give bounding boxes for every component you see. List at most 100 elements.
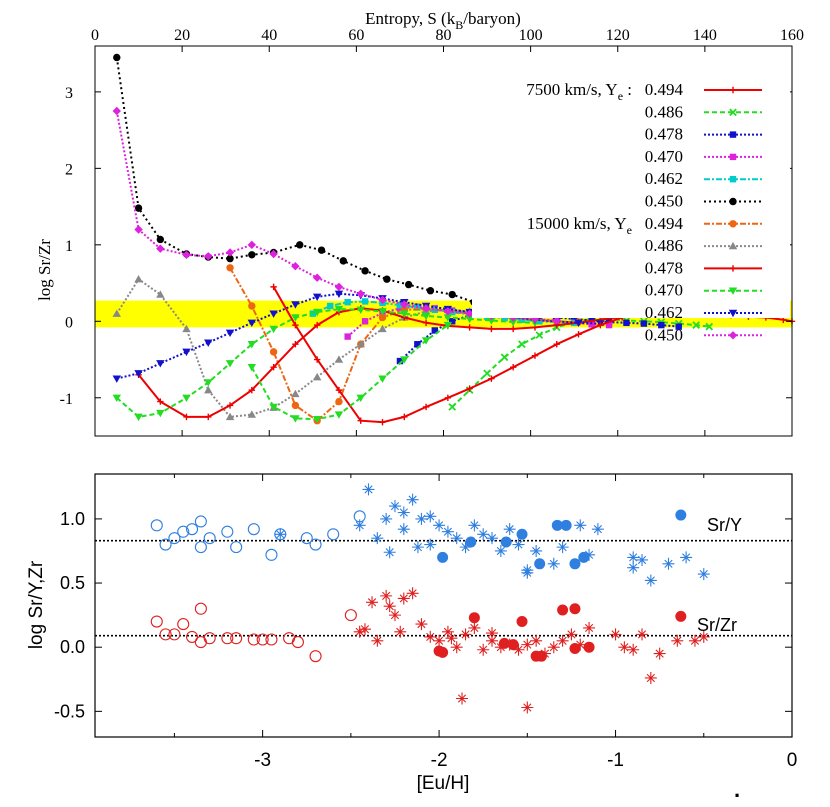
top-x-label-end: /baryon) [463,9,521,28]
top-series-2-point-14 [640,320,648,327]
bottom-sr-y-asterisks-point-12 [459,541,472,554]
bottom-sr-zr-asterisks-point-20 [521,701,534,714]
bottom-sr-zr-asterisks-point-32 [653,647,666,660]
top-extra-series-0-point-0 [270,283,277,291]
top-series-9-point-18 [509,318,518,327]
top-legend-value-0: 0.494 [645,80,684,99]
bottom-sr-zr-asterisks-point-36 [358,623,371,636]
bottom-sr-y-asterisks-point-1 [353,519,366,532]
top-extra-series-1-point-5 [356,394,365,402]
top-series-8-point-16 [488,325,495,333]
bottom-xtick-label-2: -2 [431,750,448,771]
top-series-2-point-13 [623,319,630,327]
top-series-2-point-16 [675,323,682,330]
top-series-11-point-11 [356,289,365,298]
bottom-sr-zr-asterisks-point-28 [609,628,622,641]
bottom-sr-y-asterisks-point-24 [591,523,604,536]
top-legend-group-label-1: 15000 km/s, Ye [527,214,632,237]
bottom-ytick-label-0-0: 0.0 [60,637,85,657]
top-series-10-point-7 [269,310,278,318]
top-series-5-point-15 [448,290,456,299]
top-series-8-point-7 [292,341,299,348]
top-x-label-sub: B [455,18,463,32]
top-series-6-point-1 [248,302,256,310]
top-extra-series-0-point-13 [553,341,560,348]
bottom-sr-zr-open-circles-point-9 [309,650,322,663]
top-legend-marker-1 [729,108,737,117]
top-xtick-label-20: 20 [174,27,190,44]
bottom-sr-zr-asterisks-point-21 [530,634,543,647]
top-series-1-point-2 [483,369,491,378]
bottom-sr-zr-open-circles-point-3 [194,602,207,615]
bottom-sr-y-asterisks-point-10 [441,525,454,538]
top-series-1-point-14 [692,321,700,329]
top-legend: 7500 km/s, Ye :0.4940.4860.4780.4700.462… [472,70,790,344]
bottom-sr-y-asterisks-point-35 [627,561,640,574]
bottom-sr-y-asterisks-point-22 [574,519,587,532]
top-series-10-point-10 [334,290,344,298]
bottom-sr-y-asterisks-point-11 [450,532,463,545]
bottom-sr-y-filled-circles-point-8 [578,551,590,563]
top-series-10-point-5 [225,329,235,337]
top-series-4-point-13 [536,318,543,325]
top-series-9-point-17 [487,317,496,325]
top-legend-value-7: 0.486 [645,236,683,255]
top-series-7-point-2 [156,290,165,298]
bottom-sr-zr-open-circles-point-6 [247,633,260,646]
top-series-5-point-6 [248,251,256,259]
bottom-sr-zr-open-circles-point-14 [256,633,269,646]
top-series-9-point-0 [112,394,121,402]
footnote-dot: . [734,777,740,802]
bottom-sr-zr-asterisks-point-7 [415,618,428,631]
top-extra-series-0-line [272,286,645,424]
bottom-sr-y-asterisks-point-23 [583,548,596,561]
top-series-9-point-8 [291,314,300,322]
bottom-sr-zr-asterisks-point-25 [565,628,578,641]
bottom-sr-zr-filled-circles-point-11 [433,645,445,657]
top-series-10-point-9 [312,293,322,302]
bottom-sr-zr-open-circles-point-1 [168,628,181,641]
bottom-sr-y-asterisks-point-30 [697,568,710,581]
annotation-sr-y: Sr/Y [707,515,742,535]
top-ytick-label-2: 2 [65,161,73,178]
top-series-1-line [451,318,710,408]
bottom-sr-zr-asterisks-point-15 [477,643,490,656]
top-series-6-point-2 [269,348,278,356]
top-x-axis-label: Entropy, S (kB/baryon) [365,9,521,32]
bottom-sr-y-asterisks-point-25 [627,551,640,564]
top-extra-series-1 [247,321,453,424]
top-series-11-point-2 [156,244,165,253]
bottom-sr-zr-asterisks-point-9 [433,634,446,647]
top-series-8-point-3 [205,413,212,421]
bottom-sr-zr-asterisks-point-26 [574,638,587,651]
top-ytick-label-3: 3 [65,85,73,102]
top-series-2-point-2 [431,327,438,334]
top-series-8-point-13 [422,319,430,327]
top-series-1-point-4 [518,340,526,349]
top-series-11-point-19 [530,314,540,324]
bottom-sr-y-open-circles-point-9 [327,528,340,541]
bottom-xtick-label-3: -3 [254,750,271,771]
top-series-4-point-11 [501,315,508,322]
bottom-series-group [150,483,710,714]
top-series-8-point-17 [510,325,517,333]
bottom-sr-y-open-circles-point-8 [300,532,313,545]
top-series-10-point-3 [182,348,191,357]
top-x-label-main: Entropy, S (k [365,9,456,28]
bottom-sr-y-filled-circles-point-0 [437,551,449,563]
top-series-5-point-14 [426,287,435,295]
bottom-sr-zr-asterisks-point-29 [618,641,631,654]
bottom-sr-zr-open-circles-point-0 [150,615,163,628]
top-series-11-point-1 [134,225,143,234]
top-extra-series-1-point-9 [443,321,453,330]
top-series-11-point-0 [112,106,121,116]
bottom-sr-y-filled-circles-point-7 [569,558,581,570]
top-series-3-point-15 [605,321,613,329]
bottom-panel: -3 -2 -1 0-0.50.00.51.0 [Eu/H] log Sr/Y,Zr … [26,473,797,802]
bottom-ytick-label-0-5: -0.5 [54,701,85,721]
bottom-sr-zr-open-circles-point-13 [230,632,243,645]
bottom-sr-y-asterisks-point-36 [383,546,396,559]
bottom-sr-y-open-circles-point-2 [177,525,190,538]
bottom-sr-zr-asterisks-point-34 [688,634,701,647]
top-series-2-point-15 [658,321,665,329]
